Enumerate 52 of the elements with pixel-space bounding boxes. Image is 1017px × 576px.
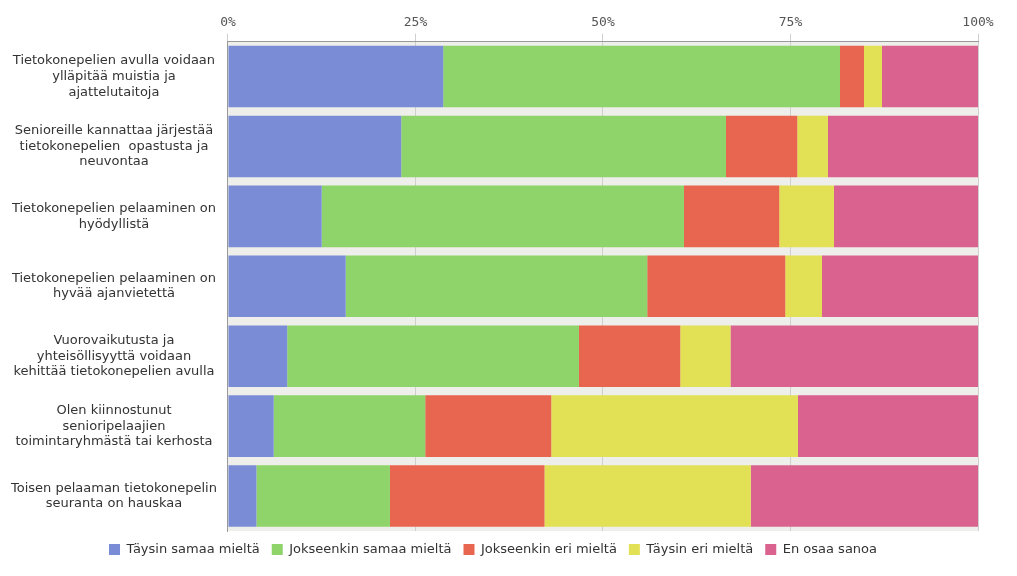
y-tick-label: Olen kiinnostunut senioripelaajien toimintaryhmästä tai kerhosta [15, 401, 213, 449]
bar [345, 255, 648, 318]
bar [779, 185, 834, 248]
bar [287, 325, 579, 387]
bar [273, 395, 426, 457]
bar [228, 185, 322, 248]
legend-label: Täysin eri mieltä [645, 540, 754, 556]
bar [425, 395, 552, 457]
x-tick-label: 25% [403, 14, 428, 30]
legend-label: Jokseenkin eri mieltä [479, 540, 617, 556]
legend-label: En osaa sanoa [782, 540, 878, 556]
bar [827, 115, 978, 178]
bar [228, 115, 402, 178]
bar [401, 115, 726, 178]
bar [321, 185, 684, 248]
bar [839, 45, 864, 108]
bar [680, 325, 731, 387]
bar [683, 185, 780, 248]
bar [797, 115, 828, 178]
bar [389, 465, 545, 527]
y-tick-label: Senioreille kannattaa järjestää tietokonepelien opastusta ja neuvontaa [14, 122, 214, 169]
bar [725, 115, 798, 178]
bar [750, 465, 978, 527]
bar [821, 255, 978, 318]
bar [228, 325, 288, 387]
bar [256, 465, 390, 527]
y-tick-label: Vuorovaikutusta ja yhteisöllisyyttä voidaan kehittää tietokonepelien avulla [13, 331, 215, 379]
y-tick-label: Tietokonepelien pelaaminen on hyödyllistä [10, 199, 217, 231]
legend-label: Jokseenkin samaa mieltä [288, 540, 452, 556]
bar [863, 45, 882, 108]
bar [443, 45, 840, 108]
bar [785, 255, 822, 318]
y-tick-label: Toisen pelaaman tietokonepelin seuranta on hauskaa [10, 479, 217, 511]
bar [228, 465, 257, 527]
bar [797, 395, 978, 457]
bar [228, 395, 274, 457]
x-tick-label: 75% [778, 14, 803, 30]
y-tick-label: Tietokonepelien avulla voidaan ylläpitää muistia ja ajattelutaitoja [11, 52, 216, 99]
bar [882, 45, 978, 108]
bar [833, 185, 978, 248]
x-tick-label: 50% [591, 14, 615, 30]
bar [578, 325, 681, 387]
x-tick-label: 100% [962, 14, 994, 30]
bar [544, 465, 751, 527]
x-tick-label: 0% [220, 14, 236, 30]
bar [228, 45, 444, 108]
y-tick-label: Tietokonepelien pelaaminen on hyvää ajanvietettä [10, 269, 217, 301]
legend-label: Täysin samaa mieltä [125, 540, 260, 556]
bar [551, 395, 798, 457]
bar [647, 255, 786, 318]
bar [228, 255, 346, 318]
bar [730, 325, 978, 387]
